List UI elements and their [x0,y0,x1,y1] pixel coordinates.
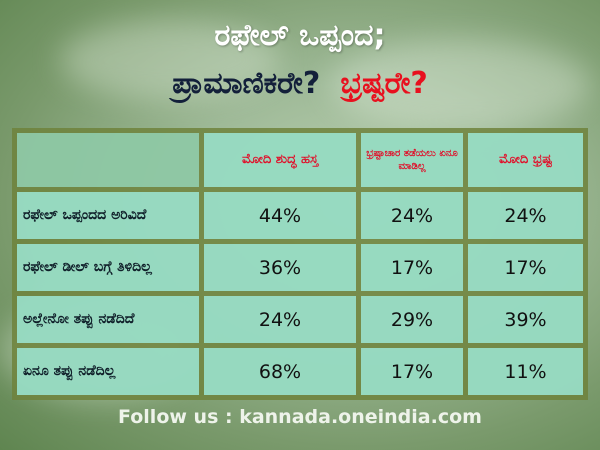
value-cell: 17% [361,244,463,291]
survey-table: ಮೋದಿ ಶುದ್ಧ ಹಸ್ತ ಭ್ರಷ್ಟಾಚಾರ ತಡೆಯಲು ಏನೂ ಮಾ… [12,128,588,400]
row-label: ಏನೂ ತಪ್ಪು ನಡೆದಿಲ್ಲ [17,348,199,395]
table-row: ಏನೂ ತಪ್ಪು ನಡೆದಿಲ್ಲ 68% 17% 11% [17,348,583,395]
value-cell: 29% [361,296,463,343]
value-cell: 24% [204,296,356,343]
value-cell: 36% [204,244,356,291]
row-label: ಅಲ್ಲೇನೋ ತಪ್ಪು ನಡೆದಿದೆ [17,296,199,343]
footer-follow-link[interactable]: Follow us : kannada.oneindia.com [118,406,482,428]
row-label: ರಫೇಲ್ ಡೀಲ್ ಬಗ್ಗೆ ತಿಳಿದಿಲ್ಲ [17,244,199,291]
value-cell: 68% [204,348,356,395]
title-honest: ಪ್ರಾಮಾಣಿಕರೇ? [172,66,321,101]
value-cell: 11% [468,348,583,395]
header-empty-cell [17,133,199,187]
value-cell: 44% [204,192,356,239]
title-line-2: ಪ್ರಾಮಾಣಿಕರೇ? ಭ್ರಷ್ಟರೇ? [0,66,600,101]
value-cell: 17% [468,244,583,291]
value-cell: 24% [468,192,583,239]
header-cell: ಮೋದಿ ಶುದ್ಧ ಹಸ್ತ [204,133,356,187]
table-row: ರಫೇಲ್ ಒಪ್ಪಂದದ ಅರಿವಿದೆ 44% 24% 24% [17,192,583,239]
row-label: ರಫೇಲ್ ಒಪ್ಪಂದದ ಅರಿವಿದೆ [17,192,199,239]
title-corrupt: ಭ್ರಷ್ಟರೇ? [340,66,428,101]
value-cell: 39% [468,296,583,343]
title-line-1: ರಫೇಲ್ ಒಪ್ಪಂದ; [214,18,386,53]
header-cell: ಭ್ರಷ್ಟಾಚಾರ ತಡೆಯಲು ಏನೂ ಮಾಡಿಲ್ಲ [361,133,463,187]
header-row: ಮೋದಿ ಶುದ್ಧ ಹಸ್ತ ಭ್ರಷ್ಟಾಚಾರ ತಡೆಯಲು ಏನೂ ಮಾ… [17,133,583,187]
value-cell: 17% [361,348,463,395]
value-cell: 24% [361,192,463,239]
table-row: ಅಲ್ಲೇನೋ ತಪ್ಪು ನಡೆದಿದೆ 24% 29% 39% [17,296,583,343]
table-row: ರಫೇಲ್ ಡೀಲ್ ಬಗ್ಗೆ ತಿಳಿದಿಲ್ಲ 36% 17% 17% [17,244,583,291]
header-cell: ಮೋದಿ ಭ್ರಷ್ಟ [468,133,583,187]
